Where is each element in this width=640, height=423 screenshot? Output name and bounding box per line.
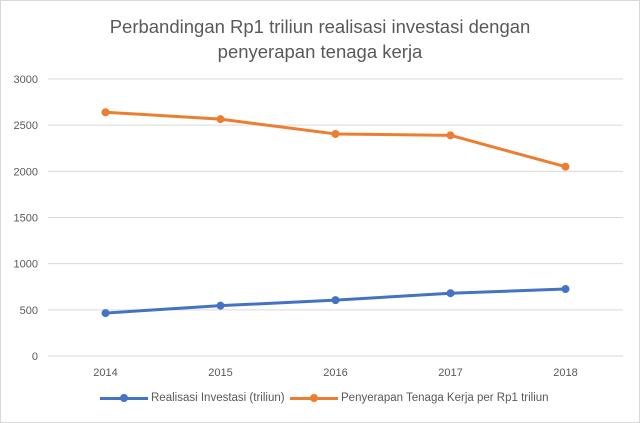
data-point[interactable] (101, 108, 110, 117)
data-point[interactable] (561, 285, 570, 294)
data-point[interactable] (446, 131, 455, 140)
data-point[interactable] (331, 129, 340, 138)
series-lines (101, 108, 570, 318)
data-point[interactable] (216, 301, 225, 310)
y-tick-label: 2000 (14, 166, 38, 178)
chart-title-line-1: Perbandingan Rp1 triliun realisasi inves… (109, 16, 531, 37)
data-point[interactable] (446, 289, 455, 298)
y-tick-label: 1500 (14, 213, 38, 225)
x-tick-label: 2015 (208, 367, 232, 379)
legend-line-marker-icon (100, 393, 148, 403)
x-tick-label: 2017 (438, 367, 462, 379)
legend-item-penyerapan[interactable]: Penyerapan Tenaga Kerja per Rp1 triliun (290, 392, 549, 404)
x-tick-label: 2014 (93, 367, 117, 379)
data-point[interactable] (331, 296, 340, 305)
legend-line-marker-icon (290, 393, 338, 403)
series-line (105, 110, 566, 169)
y-tick-label: 3000 (14, 74, 38, 86)
legend-item-realisasi[interactable]: Realisasi Investasi (triliun) (100, 392, 285, 404)
chart-title: Perbandingan Rp1 triliun realisasi inves… (0, 14, 640, 64)
y-tick-label: 1000 (14, 259, 38, 271)
data-point[interactable] (216, 115, 225, 124)
legend-label: Realisasi Investasi (triliun) (151, 392, 285, 404)
gridlines (48, 78, 623, 357)
x-tick-label: 2016 (323, 367, 347, 379)
y-axis-ticks: 0 500 1000 1500 2000 2500 3000 (14, 74, 38, 363)
x-axis-ticks: 2014 2015 2016 2017 2018 (93, 367, 577, 379)
legend: Realisasi Investasi (triliun) Penyerapan… (0, 392, 640, 410)
x-tick-label: 2018 (553, 367, 577, 379)
data-point[interactable] (561, 162, 570, 171)
y-tick-label: 0 (32, 351, 38, 363)
legend-label: Penyerapan Tenaga Kerja per Rp1 triliun (341, 392, 549, 404)
data-point[interactable] (101, 309, 110, 318)
y-tick-label: 2500 (14, 120, 38, 132)
y-tick-label: 500 (20, 305, 38, 317)
chart-title-line-2: penyerapan tenaga kerja (217, 41, 423, 62)
